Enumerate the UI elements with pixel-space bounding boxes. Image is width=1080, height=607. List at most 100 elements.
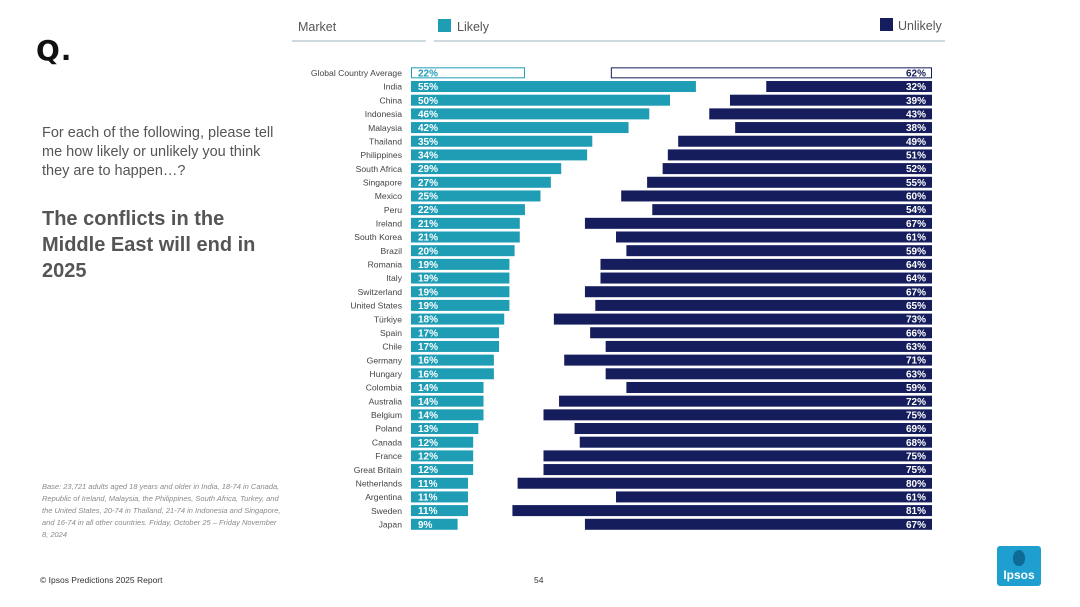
unlikely-bar	[626, 381, 932, 393]
unlikely-bar	[729, 94, 932, 106]
category-label: Türkiye	[374, 314, 402, 324]
unlikely-bar	[512, 505, 932, 517]
likely-value-label: 16%	[418, 356, 438, 367]
likely-value-label: 14%	[418, 383, 438, 394]
unlikely-value-label: 75%	[906, 410, 926, 421]
likely-value-label: 27%	[418, 178, 438, 189]
category-label: Philippines	[360, 150, 402, 160]
unlikely-bar	[584, 518, 932, 530]
legend-likely-swatch	[438, 19, 451, 32]
ipsos-logo: Ipsos	[997, 546, 1041, 586]
statement-title: The conflicts in the Middle East will en…	[42, 208, 256, 282]
likely-bar	[411, 108, 650, 120]
likely-bar	[411, 477, 468, 489]
likely-value-label: 21%	[418, 219, 438, 230]
unlikely-value-label: 49%	[906, 137, 926, 148]
likely-value-label: 9%	[418, 520, 433, 531]
category-label: South Africa	[356, 164, 403, 174]
unlikely-bar	[564, 354, 932, 366]
category-label: Peru	[384, 205, 402, 215]
unlikely-bar	[678, 135, 932, 147]
category-label: Mexico	[375, 191, 402, 201]
unlikely-bar	[662, 163, 932, 175]
page-number: 54	[534, 575, 544, 585]
likely-value-label: 14%	[418, 410, 438, 421]
unlikely-bar	[709, 108, 932, 120]
likely-value-label: 18%	[418, 315, 438, 326]
likely-value-label: 19%	[418, 301, 438, 312]
unlikely-value-label: 72%	[906, 397, 926, 408]
category-label: Ireland	[376, 219, 402, 229]
unlikely-value-label: 75%	[906, 465, 926, 476]
category-label: Great Britain	[354, 465, 402, 475]
unlikely-value-label: 39%	[906, 96, 926, 107]
likely-bar	[411, 313, 505, 325]
question-text: For each of the following, please tell m…	[42, 125, 274, 179]
likely-bar	[411, 395, 484, 407]
unlikely-bar	[595, 299, 932, 311]
likely-value-label: 11%	[418, 479, 438, 490]
category-label: Spain	[380, 328, 402, 338]
unlikely-value-label: 63%	[906, 342, 926, 353]
likely-value-label: 12%	[418, 465, 438, 476]
likely-bar	[411, 327, 500, 339]
category-label: Chile	[382, 342, 402, 352]
unlikely-bar	[579, 436, 932, 448]
likely-bar	[411, 340, 500, 352]
legend-likely-label: Likely	[457, 20, 490, 34]
likely-value-label: 14%	[418, 397, 438, 408]
unlikely-bar	[735, 122, 932, 134]
likely-bar	[411, 204, 525, 216]
unlikely-value-label: 60%	[906, 192, 926, 203]
likely-bar	[411, 217, 520, 229]
likely-bar	[411, 272, 510, 284]
unlikely-value-label: 65%	[906, 301, 926, 312]
category-label: Switzerland	[358, 287, 403, 297]
logo-drop-icon	[1013, 550, 1025, 566]
unlikely-value-label: 59%	[906, 246, 926, 257]
likely-bar	[411, 423, 479, 435]
unlikely-value-label: 54%	[906, 205, 926, 216]
unlikely-value-label: 68%	[906, 438, 926, 449]
likely-bar	[411, 245, 515, 257]
unlikely-bar	[766, 81, 932, 93]
likely-value-label: 11%	[418, 493, 438, 504]
unlikely-bar-average	[610, 67, 933, 79]
likely-bar-average	[411, 67, 525, 79]
likely-value-label: 12%	[418, 438, 438, 449]
category-label: Japan	[379, 519, 403, 529]
likely-value-label: 25%	[418, 192, 438, 203]
base-note: Base: 23,721 adults aged 18 years and ol…	[42, 482, 281, 539]
unlikely-bar	[590, 327, 932, 339]
unlikely-bar	[584, 286, 932, 298]
unlikely-value-label: 59%	[906, 383, 926, 394]
likely-bar	[411, 258, 510, 270]
unlikely-bar	[667, 149, 932, 161]
unlikely-bar	[517, 477, 932, 489]
category-label: Canada	[372, 437, 402, 447]
unlikely-value-label: 67%	[906, 219, 926, 230]
unlikely-bar	[616, 231, 932, 243]
likely-value-label: 50%	[418, 96, 438, 107]
likely-value-label: 20%	[418, 246, 438, 257]
unlikely-bar	[543, 450, 932, 462]
unlikely-value-label: 80%	[906, 479, 926, 490]
logo-text: Ipsos	[1003, 568, 1035, 582]
unlikely-value-label: 71%	[906, 356, 926, 367]
likely-value-label: 21%	[418, 233, 438, 244]
likely-value-label: 46%	[418, 109, 438, 120]
unlikely-value-label: 64%	[906, 260, 926, 271]
likely-bar	[411, 135, 593, 147]
unlikely-value-label: 52%	[906, 164, 926, 175]
category-label: Netherlands	[356, 478, 402, 488]
likely-bar	[411, 436, 474, 448]
likely-bar	[411, 368, 494, 380]
unlikely-bar	[621, 190, 932, 202]
category-label: Romania	[368, 260, 403, 270]
likely-value-label: 35%	[418, 137, 438, 148]
likely-value-label: 19%	[418, 274, 438, 285]
likely-value-label: 42%	[418, 123, 438, 134]
unlikely-value-label: 81%	[906, 506, 926, 517]
likely-bar	[411, 505, 468, 517]
category-label: Colombia	[366, 383, 403, 393]
